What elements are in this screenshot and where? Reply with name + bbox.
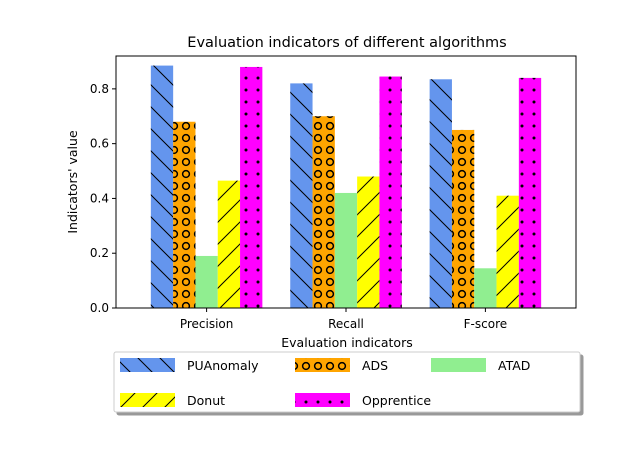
legend-label-ads: ADS [362, 358, 388, 373]
bar-hatch-donut [217, 180, 241, 308]
bar-hatch-ads [173, 121, 196, 308]
bar-hatch-donut [496, 195, 519, 308]
legend-swatch-hatch-opprentice [295, 393, 350, 407]
y-axis-label: Indicators' value [65, 130, 80, 234]
bar-hatch-donut [357, 176, 380, 308]
y-tick-label: 0.6 [90, 137, 109, 151]
bar-hatch-puanomaly [429, 79, 452, 308]
x-tick-label: F-score [464, 317, 507, 331]
bar-hatch-ads [312, 116, 335, 309]
bar-hatch-puanomaly [150, 65, 174, 308]
bar-atad-f-score [474, 268, 497, 308]
x-tick-label: Precision [180, 317, 234, 331]
legend-swatch-hatch-ads [295, 358, 350, 372]
legend-swatch-atad [431, 358, 486, 372]
bar-hatch-opprentice [379, 76, 402, 308]
legend-label-donut: Donut [187, 393, 225, 408]
y-tick-label: 0.8 [90, 82, 109, 96]
bars-group [150, 65, 542, 309]
bar-atad-precision [195, 255, 218, 308]
bar-hatch-puanomaly [290, 83, 313, 309]
legend: PUAnomaly ADS ATAD Donut Opprentice [113, 351, 581, 413]
bar-hatch-ads [451, 129, 475, 308]
chart-title: Evaluation indicators of different algor… [187, 35, 506, 51]
legend-swatch-hatch-donut [120, 393, 175, 407]
x-axis: Precision Recall F-score [180, 308, 507, 331]
legend-label-puanomaly: PUAnomaly [187, 358, 259, 373]
y-tick-label: 0.4 [90, 191, 109, 205]
x-axis-label: Evaluation indicators [281, 335, 412, 350]
y-tick-label: 0.0 [90, 301, 109, 315]
bar-atad-recall [334, 192, 358, 308]
y-tick-label: 0.2 [90, 246, 109, 260]
legend-label-atad: ATAD [498, 358, 530, 373]
bar-hatch-opprentice [240, 66, 263, 309]
x-tick-label: Recall [328, 317, 364, 331]
bar-hatch-opprentice [518, 77, 542, 308]
legend-label-opprentice: Opprentice [362, 393, 431, 408]
legend-swatch-hatch-puanomaly [120, 358, 175, 372]
y-axis: 0.0 0.2 0.4 0.6 0.8 [90, 82, 116, 315]
